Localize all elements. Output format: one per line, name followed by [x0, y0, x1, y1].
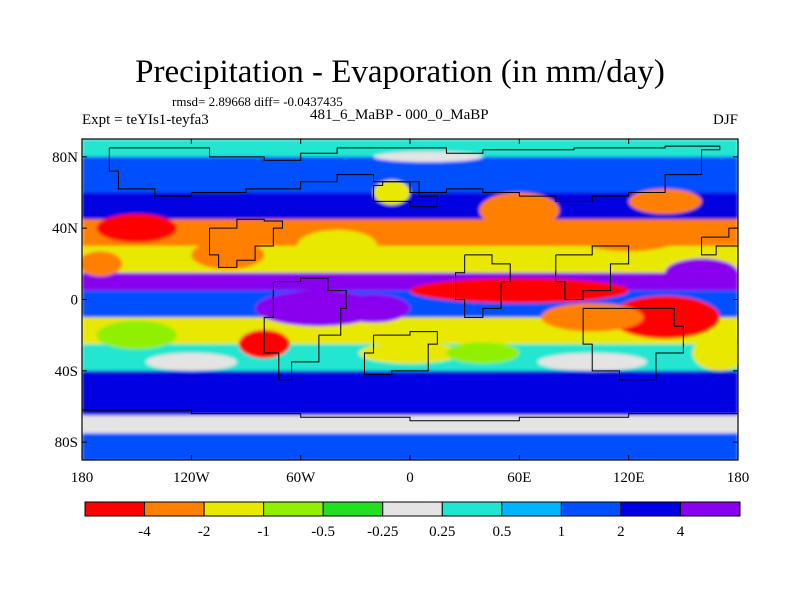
field-anomaly [373, 180, 410, 205]
field-anomaly [665, 258, 738, 288]
field-anomaly [373, 151, 483, 163]
field-anomaly [337, 294, 410, 323]
colorbar-swatch [144, 501, 205, 517]
chart-title: Precipitation - Evaporation (in mm/day) [135, 54, 665, 90]
field-anomaly [479, 192, 560, 229]
x-tick-label: 120E [613, 470, 645, 486]
colorbar-swatch [620, 501, 681, 517]
colorbar-label: -4 [138, 524, 151, 540]
experiment-label: Expt = teYIs1-teyfa3 [82, 112, 209, 128]
colorbar-label: 4 [677, 524, 685, 540]
colorbar-swatch [441, 501, 503, 517]
coastline [263, 277, 347, 381]
colorbar-swatch [263, 501, 324, 517]
field-band [82, 272, 738, 292]
coastline [108, 145, 721, 202]
colorbar-label: 2 [617, 524, 625, 540]
field-anomaly [191, 240, 265, 270]
coastline [455, 254, 511, 318]
stats-text: rmsd= 2.89668 diff= -0.0437435 [172, 94, 343, 109]
season-label: DJF [712, 112, 738, 128]
field-anomaly [692, 335, 738, 371]
x-tick-label: 60E [507, 470, 531, 486]
field-anomaly [96, 320, 177, 350]
colorbar-label: -0.5 [311, 524, 335, 540]
field-anomaly [82, 251, 123, 277]
coastline [701, 227, 738, 256]
colorbar-swatch [84, 501, 146, 517]
field-anomaly [145, 353, 237, 371]
y-tick-label: 40S [55, 364, 78, 380]
x-tick-label: 0 [406, 470, 414, 486]
coastline [209, 218, 283, 268]
colorbar-label: 0.5 [492, 524, 511, 540]
field-anomaly [409, 278, 629, 304]
x-tick-label: 180 [71, 470, 94, 486]
colorbar-label: 1 [558, 524, 566, 540]
coastline [555, 245, 630, 300]
coastline [582, 307, 684, 381]
period-label: 481_6_MaBP - 000_0_MaBP [310, 107, 489, 123]
axes-layer: 180 120W 60W 0 60E 120E 180 80N 40N 0 40S 80S [52, 139, 749, 486]
colorbar-swatch [501, 501, 562, 517]
coastline-layer [82, 145, 738, 422]
x-tick-label: 60W [286, 470, 316, 486]
colorbar-swatch [679, 501, 741, 517]
field-band [82, 370, 738, 417]
field-anomaly [541, 303, 644, 332]
colorbar-label: -1 [257, 524, 270, 540]
colorbar-swatch [322, 501, 384, 517]
colorbar-label: -2 [198, 524, 211, 540]
field-anomaly [610, 295, 720, 339]
field-anomaly [358, 342, 462, 364]
y-tick-label: 40N [52, 221, 78, 237]
coastline [373, 181, 438, 208]
colorbar: -4 -2 -1 -0.5 -0.25 0.25 0.5 1 2 4 [84, 501, 741, 540]
field-anomaly [96, 213, 177, 243]
y-tick-label: 80S [55, 435, 78, 451]
field-fill [82, 139, 738, 460]
colorbar-swatch [382, 501, 443, 517]
colorbar-label: -0.25 [367, 524, 398, 540]
x-tick-label: 180 [727, 470, 750, 486]
x-tick-label: 120W [173, 470, 211, 486]
colorbar-swatch [560, 501, 622, 517]
field-anomaly [446, 342, 520, 364]
colorbar-swatch [203, 501, 265, 517]
y-tick-label: 80N [52, 150, 78, 166]
field-band [82, 415, 738, 435]
colorbar-label: 0.25 [429, 524, 455, 540]
coastline [363, 331, 438, 375]
field-anomaly [577, 222, 680, 252]
y-tick-label: 0 [71, 293, 79, 309]
field-anomaly [628, 188, 702, 214]
field-layer [82, 139, 738, 460]
field-anomaly [297, 229, 378, 263]
coastline [82, 409, 738, 422]
